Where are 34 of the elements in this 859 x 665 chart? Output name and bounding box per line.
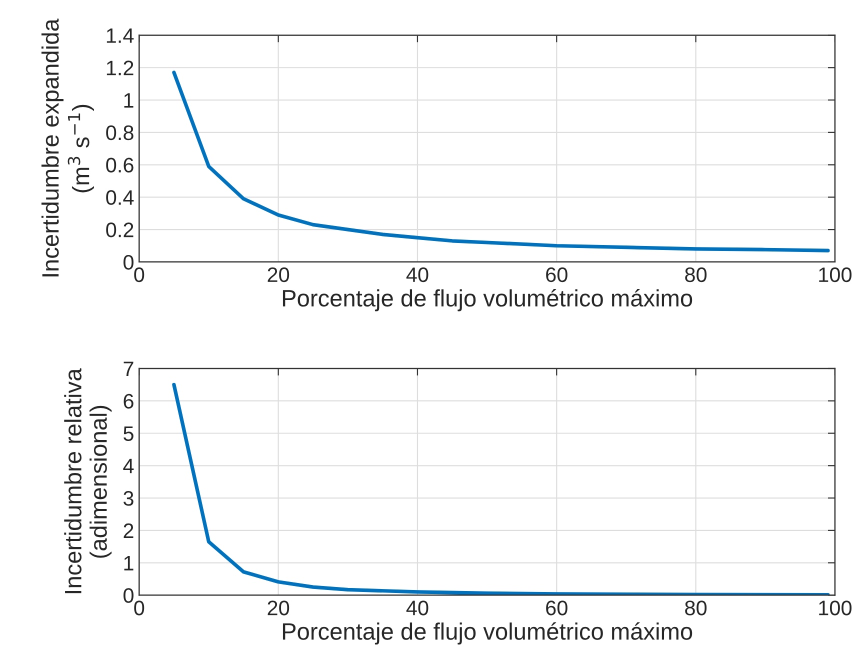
y-tick-label: 4 [123,458,134,474]
line-series [172,382,830,596]
x-tick-label: 100 [819,600,852,616]
x-tick-label: 60 [546,600,568,616]
x-tick-label: 40 [406,267,428,282]
y-tick-label: 0 [124,254,134,270]
x-tick-label: 40 [406,600,428,616]
x-tick-label: 80 [685,267,707,282]
y-tick-label: 3 [124,491,134,506]
x-tick-label: 0 [134,267,144,282]
y-tick-label: 0.6 [106,158,134,173]
y-tick-label: 2 [124,523,134,538]
y-tick-label: 6 [124,394,134,409]
y-tick-label: 0.2 [106,222,134,238]
y-axis-title: Incertidumbre relativa (adimensional) [64,368,112,594]
y-tick-label: 0 [124,588,134,603]
x-tick-label: 100 [819,267,852,282]
y-axis-title: Incertidumbre expandida (m$^{3}$ s$^{−1}$) [41,18,94,276]
y-tick-label: 0.4 [106,190,134,205]
x-axis-title: Porcentaje de flujo volumétrico máximo [282,288,692,312]
y-tick-label: 7 [124,362,134,376]
y-tick-label: 1.2 [106,60,134,76]
y-tick-label: 1 [124,556,134,570]
line-series [172,70,830,252]
x-tick-label: 20 [268,600,290,616]
x-tick-label: 60 [546,267,568,282]
x-axis-title: Porcentaje de flujo volumétrico máximo [282,622,692,645]
y-tick-label: 5 [124,426,134,442]
y-tick-label: 0.8 [106,125,134,140]
y-tick-label: 1.4 [106,28,134,43]
y-tick-label: 1 [124,93,134,108]
x-tick-label: 80 [685,600,707,616]
x-tick-label: 20 [268,267,290,282]
x-tick-label: 0 [134,600,144,616]
